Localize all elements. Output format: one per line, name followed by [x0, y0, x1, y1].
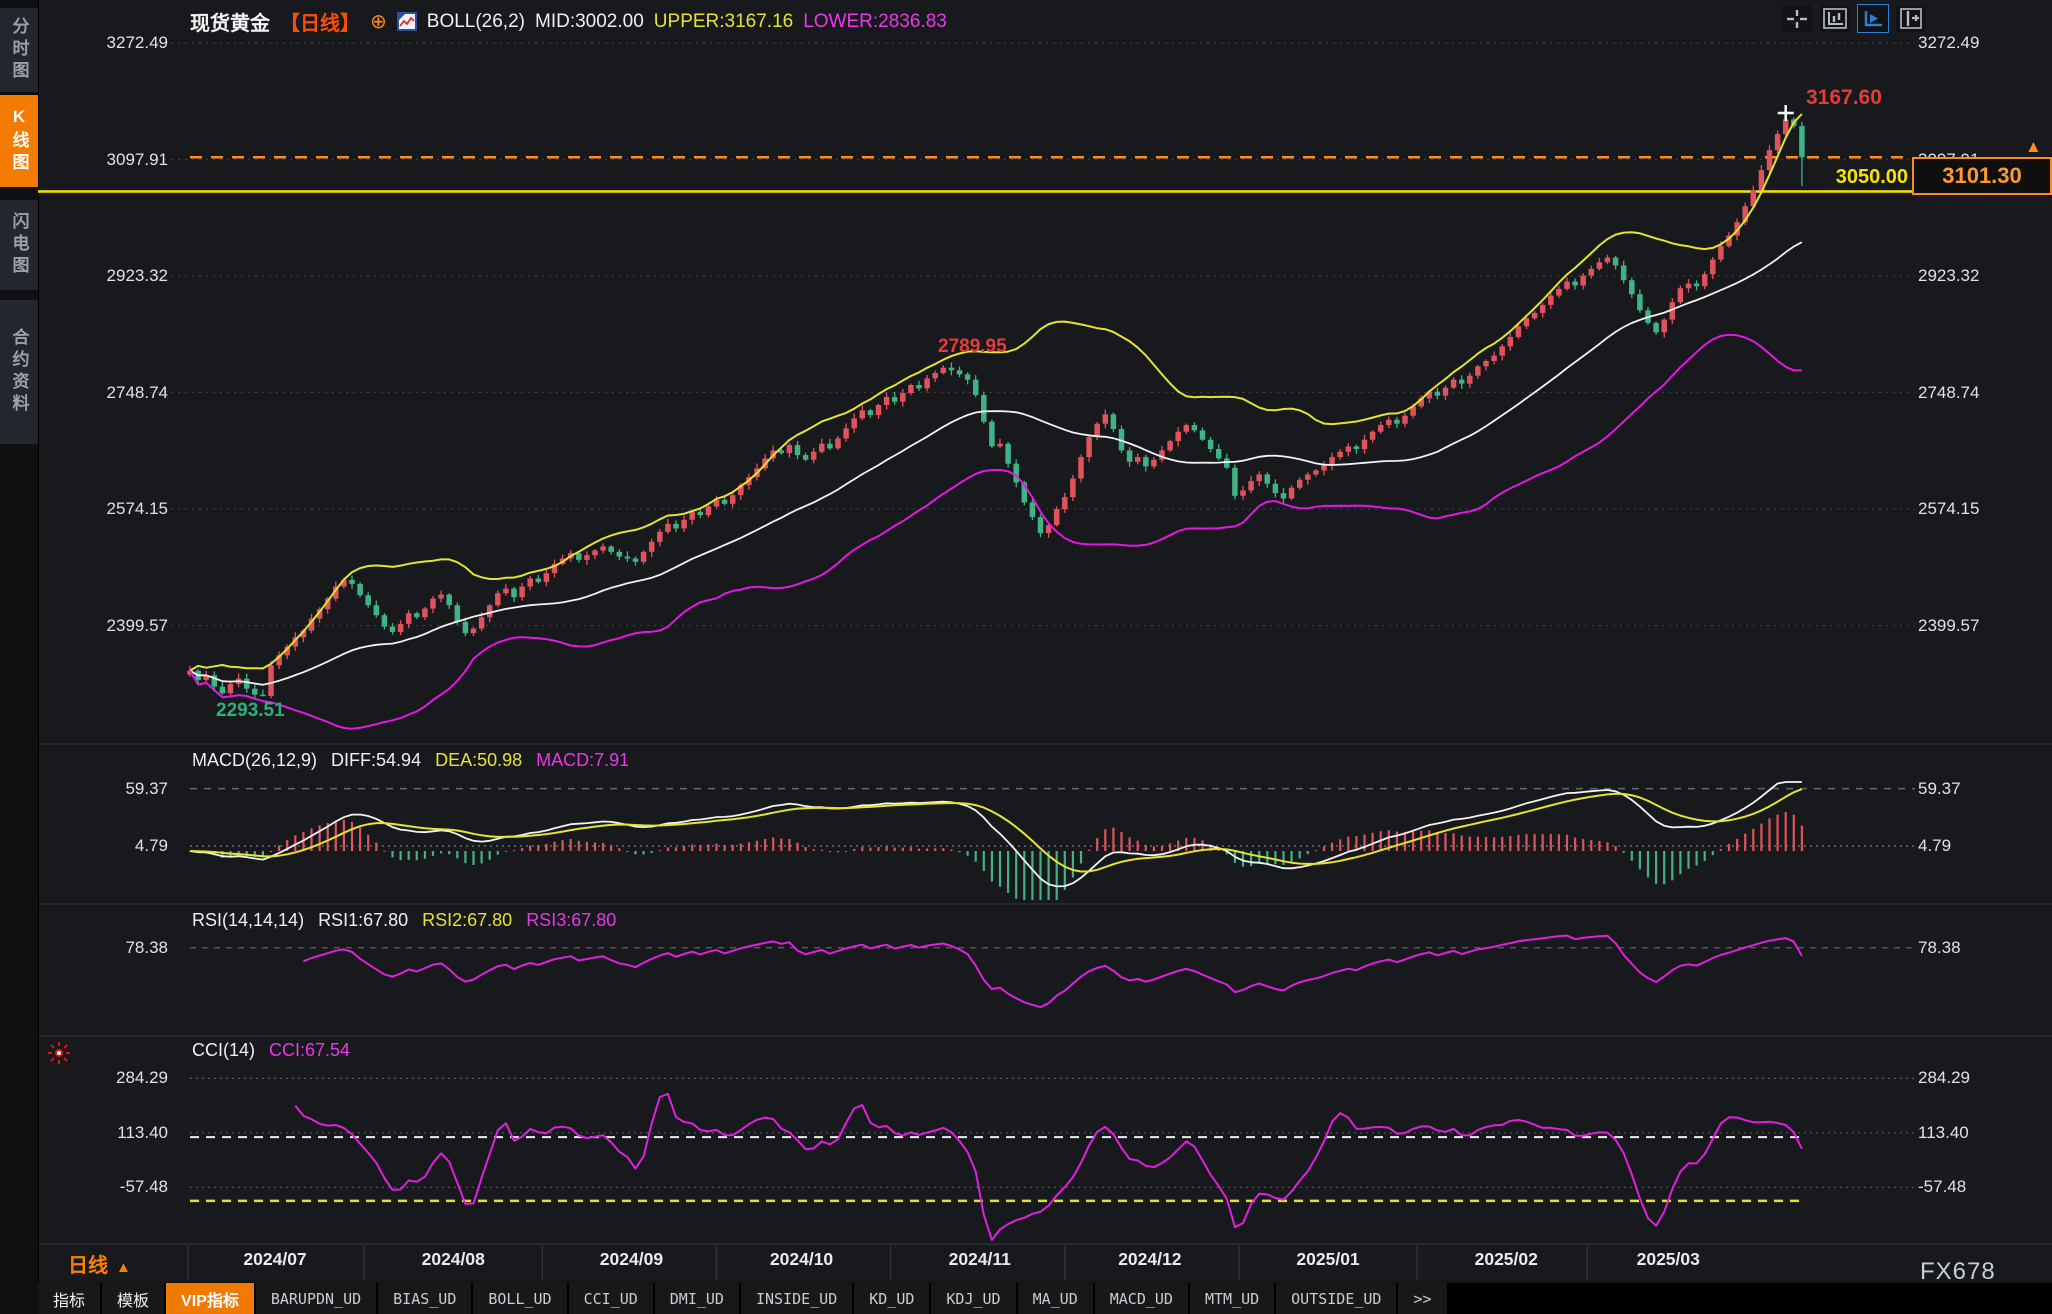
price-axis-label: 284.29 — [1918, 1068, 1970, 1088]
current-price-box[interactable]: 3101.30 — [1912, 157, 2052, 195]
macd-dea-value: DEA:50.98 — [435, 750, 523, 770]
price-axis-label: 3272.49 — [106, 33, 168, 52]
period-up-triangle-icon: ▲ — [116, 1259, 131, 1276]
period-selector-label: 日线 — [68, 1255, 108, 1277]
price-axis-label: 59.37 — [1918, 778, 1961, 798]
price-axis-label: 2574.15 — [1918, 499, 1980, 519]
tab-CCI_UD[interactable]: CCI_UD — [568, 1283, 653, 1314]
macd-value: MACD:7.91 — [536, 750, 630, 770]
price-axis-label: 284.29 — [116, 1068, 168, 1088]
xaxis-label: 2024/08 — [421, 1249, 485, 1269]
watermark: FX678 — [1920, 1258, 1996, 1285]
symbol-name: 现货黄金 — [190, 13, 270, 35]
period-selector[interactable]: 日线 ▲ — [68, 1249, 131, 1278]
price-axis-label: 2923.32 — [1918, 266, 1980, 285]
price-axis-label: 2399.57 — [1918, 615, 1980, 635]
high-price-label: 3167.60 — [1806, 86, 1882, 109]
mini-chart-icon[interactable] — [396, 12, 417, 31]
xaxis-label: 2024/10 — [769, 1249, 834, 1269]
chart-header: 现货黄金 【日线】 ⊕ BOLL(26,2) MID:3002.00 UPPER… — [190, 7, 947, 36]
price-axis-label: 4.79 — [1918, 835, 1952, 855]
xaxis-label: 2025/01 — [1296, 1249, 1360, 1269]
tab-OUTSIDE_UD[interactable]: OUTSIDE_UD — [1276, 1283, 1397, 1314]
sidebar-item-label: 闪电图 — [9, 212, 29, 278]
alert-line-label[interactable]: 3050.00 — [1835, 166, 1908, 188]
sidebar-item-label: 合约资料 — [9, 328, 29, 416]
dock-axis-icon[interactable] — [1895, 4, 1927, 33]
tab->>[interactable]: >> — [1398, 1283, 1447, 1314]
sidebar-item-4[interactable]: 合约资料 — [0, 300, 38, 444]
boll-lower-value: LOWER:2836.83 — [803, 10, 947, 32]
price-axis-label: 3272.49 — [1918, 33, 1980, 52]
xaxis-label: 2024/11 — [948, 1249, 1011, 1269]
price-axis-label: 59.37 — [125, 778, 168, 798]
tab-INSIDE_UD[interactable]: INSIDE_UD — [740, 1283, 853, 1314]
rsi2-value: RSI2:67.80 — [422, 910, 513, 930]
tab-MACD_UD[interactable]: MACD_UD — [1094, 1283, 1188, 1314]
price-axis-label: 2574.15 — [106, 499, 168, 519]
boll-mid-value: MID:3002.00 — [535, 10, 644, 32]
cci-settings-label: CCI(14) — [192, 1040, 256, 1060]
price-axis-label: 78.38 — [125, 937, 168, 957]
price-axis-label: 3097.91 — [106, 149, 168, 169]
rsi3-value: RSI3:67.80 — [526, 910, 617, 930]
tab--[interactable]: 模板 — [102, 1283, 165, 1314]
macd-diff-value: DIFF:54.94 — [331, 750, 422, 770]
chart-toolbar — [1781, 4, 1927, 33]
price-axis-label: 113.40 — [117, 1122, 168, 1142]
price-axis-label: 2748.74 — [106, 382, 168, 402]
price-up-arrow-icon: ▲ — [2025, 137, 2042, 156]
tab--[interactable]: 指标 — [38, 1283, 101, 1314]
price-axis-label: -57.48 — [119, 1177, 168, 1197]
xaxis-label: 2025/03 — [1636, 1249, 1700, 1269]
macd-settings-label: MACD(26,12,9) — [192, 750, 318, 770]
marker-plus-icon[interactable]: ⊕ — [370, 10, 387, 33]
tab-MTM_UD[interactable]: MTM_UD — [1189, 1283, 1275, 1314]
sidebar-item-1[interactable]: 分时图 — [0, 8, 38, 92]
event-marker-icon[interactable] — [46, 1040, 72, 1071]
sidebar-item-2[interactable]: K线图 — [0, 95, 38, 187]
price-axis-label: 78.38 — [1918, 937, 1961, 957]
boll-settings-label: BOLL(26,2) — [426, 10, 525, 32]
pan-crosshair-icon[interactable] — [1781, 4, 1813, 33]
rsi-panel-title: RSI(14,14,14) RSI1:67.80 RSI2:67.80 RSI3… — [192, 910, 616, 931]
xaxis-label: 2024/07 — [243, 1249, 307, 1269]
tab-BIAS_UD[interactable]: BIAS_UD — [378, 1283, 472, 1314]
sidebar-item-3[interactable]: 闪电图 — [0, 200, 38, 290]
indicator-tab-bar: 指标 模板 VIP指标 BARUPDN_UD BIAS_UD BOLL_UD CCI_UD D… — [38, 1283, 2052, 1314]
axis-scale-icon[interactable] — [1819, 4, 1851, 33]
xaxis-label: 2025/02 — [1474, 1249, 1538, 1269]
tab-VIP-[interactable]: VIP指标 — [166, 1283, 254, 1314]
price-axis-label: 4.79 — [134, 835, 168, 855]
rsi1-value: RSI1:67.80 — [318, 910, 409, 930]
local-peak-label: 2789.95 — [938, 336, 1007, 357]
xaxis-label: 2024/12 — [1118, 1249, 1182, 1269]
price-axis-label: 113.40 — [1918, 1122, 1969, 1142]
low-price-label: 2293.51 — [216, 700, 285, 721]
price-axis-label: 2748.74 — [1918, 382, 1980, 402]
tab-MA_UD[interactable]: MA_UD — [1017, 1283, 1093, 1314]
sidebar-item-label: K线图 — [9, 107, 29, 175]
sidebar-item-label: 分时图 — [9, 17, 29, 83]
boll-upper-value: UPPER:3167.16 — [653, 10, 794, 32]
tab-BARUPDN_UD[interactable]: BARUPDN_UD — [255, 1283, 377, 1314]
tab-BOLL_UD[interactable]: BOLL_UD — [473, 1283, 567, 1314]
sidebar: 分时图 K线图闪电图合约资料 — [0, 0, 38, 1314]
cci-panel-title: CCI(14) CCI:67.54 — [192, 1040, 350, 1061]
cci-value: CCI:67.54 — [269, 1040, 351, 1060]
tab-DMI_UD[interactable]: DMI_UD — [654, 1283, 739, 1314]
price-axis-label: 2399.57 — [106, 615, 168, 635]
period-tag[interactable]: 【日线】 — [280, 13, 360, 35]
macd-panel-title: MACD(26,12,9) DIFF:54.94 DEA:50.98 MACD:… — [192, 750, 629, 771]
price-axis-label: -57.48 — [1918, 1177, 1967, 1197]
axis-play-icon[interactable] — [1857, 4, 1889, 33]
price-axis-label: 2923.32 — [106, 266, 168, 285]
xaxis-label: 2024/09 — [599, 1249, 664, 1269]
tab-KD_UD[interactable]: KD_UD — [854, 1283, 930, 1314]
tab-KDJ_UD[interactable]: KDJ_UD — [931, 1283, 1016, 1314]
rsi-settings-label: RSI(14,14,14) — [192, 910, 305, 930]
